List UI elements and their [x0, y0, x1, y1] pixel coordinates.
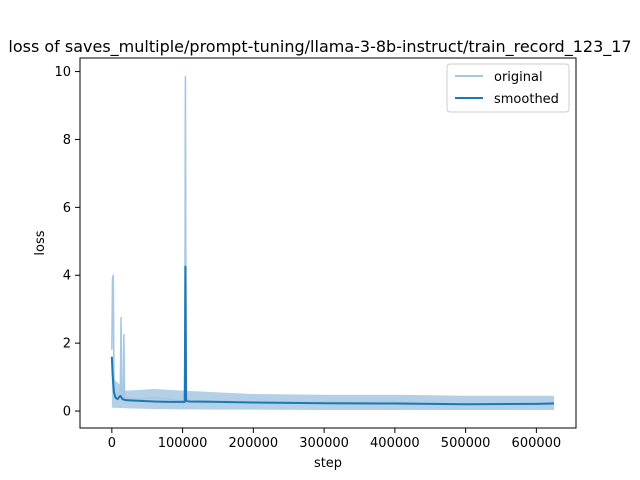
x-axis: 0 100000 200000 300000 400000 500000 600000 — [108, 428, 561, 451]
y-tick-label: 10 — [54, 65, 71, 80]
x-tick-label: 200000 — [229, 436, 279, 451]
chart-title: loss of saves_multiple/prompt-tuning/lla… — [8, 37, 631, 57]
y-axis: 0 2 4 6 8 10 — [54, 65, 80, 420]
y-tick-label: 6 — [63, 201, 71, 216]
x-tick-label: 400000 — [370, 436, 420, 451]
legend-label-original: original — [494, 70, 543, 85]
series-line-smoothed — [110, 265, 555, 406]
y-axis-label: loss — [33, 230, 48, 255]
y-tick-label: 8 — [63, 133, 71, 148]
y-tick-label: 0 — [63, 405, 71, 420]
x-tick-label: 600000 — [512, 436, 562, 451]
y-tick-label: 4 — [63, 269, 71, 284]
legend: original smoothed — [446, 63, 570, 113]
x-tick-label: 100000 — [158, 436, 208, 451]
plot-background — [80, 58, 576, 428]
x-axis-label: step — [314, 456, 342, 471]
x-tick-label: 500000 — [441, 436, 491, 451]
plot-area — [79, 57, 577, 429]
legend-label-smoothed: smoothed — [494, 92, 559, 107]
x-tick-label: 0 — [108, 436, 116, 451]
x-tick-label: 300000 — [299, 436, 349, 451]
plot-frame — [79, 57, 577, 429]
y-tick-label: 2 — [63, 337, 71, 352]
